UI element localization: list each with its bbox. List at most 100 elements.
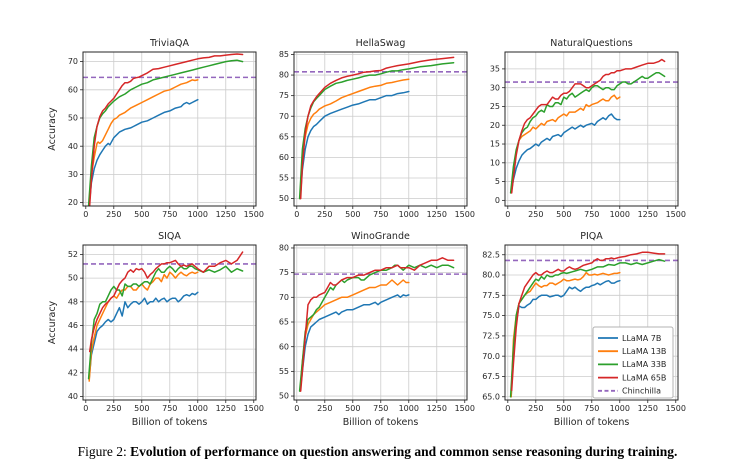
subplot-title: WinoGrande <box>351 231 410 242</box>
xtick-label: 1500 <box>455 210 475 219</box>
xtick-label: 1000 <box>610 210 630 219</box>
xtick-label: 500 <box>556 210 571 219</box>
series-line-llama-65b <box>510 251 666 392</box>
subplot-siqa: 0 250 500 750 1000 1250 1500 40 42 44 46 48 50 52 SIQA… <box>47 231 264 428</box>
ytick-label: 80.0 <box>482 271 500 280</box>
ytick-label: 50 <box>68 114 78 123</box>
ytick-label: 80 <box>279 244 289 253</box>
ytick-label: 44 <box>68 345 78 354</box>
subplot-title: TriviaQA <box>149 38 190 49</box>
subplot-title: SIQA <box>158 231 181 242</box>
series-line-llama-7b <box>88 291 199 380</box>
series-line-llama-7b <box>299 90 410 200</box>
ytick-label: 15 <box>490 140 500 149</box>
x-axis-label: Billion of tokens <box>554 417 630 428</box>
subplot-title: PIQA <box>580 231 603 242</box>
ytick-label: 20 <box>490 121 500 130</box>
xtick-label: 250 <box>528 404 543 413</box>
xtick-label: 1000 <box>188 404 208 413</box>
plot-frame <box>82 244 257 401</box>
xtick-label: 500 <box>345 210 360 219</box>
plot-frame <box>293 244 468 401</box>
ytick-label: 30 <box>68 170 78 179</box>
y-axis-label: Accuracy <box>47 300 58 344</box>
ytick-label: 65 <box>279 318 289 327</box>
subplot-hellaswag: 0 250 500 750 1000 1250 1500 50 55 60 65 70 75 80 85 He… <box>279 38 475 219</box>
ytick-label: 75 <box>279 268 289 277</box>
series-line-llama-13b <box>88 79 199 206</box>
caption-prefix: Figure 2: <box>77 444 131 459</box>
subplot-title: NaturalQuestions <box>550 38 633 49</box>
x-axis-label: Billion of tokens <box>343 417 419 428</box>
series-line-llama-7b <box>510 113 621 194</box>
xtick-label: 0 <box>294 404 299 413</box>
xtick-label: 1000 <box>399 210 419 219</box>
series-line-llama-13b <box>299 78 410 200</box>
series-line-llama-7b <box>299 294 410 392</box>
ytick-label: 65 <box>279 132 289 141</box>
ytick-label: 50 <box>279 392 289 401</box>
ytick-label: 42 <box>68 368 78 377</box>
series-line-llama-13b <box>510 94 621 194</box>
legend-label: LLaMA 33B <box>622 360 666 369</box>
ytick-label: 40 <box>68 392 78 401</box>
xtick-label: 750 <box>162 404 177 413</box>
ytick-label: 5 <box>495 177 500 186</box>
ytick-label: 85 <box>279 50 289 59</box>
ytick-label: 70 <box>68 57 78 66</box>
xtick-label: 1500 <box>666 210 686 219</box>
y-axis-label: Accuracy <box>47 107 58 151</box>
subplot-piqa: 0 250 500 750 1000 1250 1500 65.0 67.5 70.0 72.5 75… <box>482 231 686 428</box>
xtick-label: 1000 <box>399 404 419 413</box>
ytick-label: 48 <box>68 297 78 306</box>
ytick-label: 70 <box>279 112 289 121</box>
x-axis-label: Billion of tokens <box>132 417 208 428</box>
plot-frame <box>504 51 679 207</box>
series-line-llama-65b <box>88 251 244 353</box>
ytick-label: 0 <box>495 196 500 205</box>
series-line-llama-33b <box>87 265 244 380</box>
ytick-label: 35 <box>490 65 500 74</box>
series-line-llama-33b <box>298 264 455 392</box>
subplot-triviaqa: 0 250 500 750 1000 1250 1500 20 30 40 50 60 70 Trivia… <box>47 38 264 219</box>
ytick-label: 72.5 <box>482 331 500 340</box>
ytick-label: 70 <box>279 293 289 302</box>
ytick-label: 55 <box>279 367 289 376</box>
xtick-label: 0 <box>83 404 88 413</box>
ytick-label: 20 <box>68 198 78 207</box>
series-line-llama-65b <box>510 58 666 194</box>
series-line-llama-65b <box>88 53 244 206</box>
legend-label: LLaMA 13B <box>622 347 666 356</box>
ytick-label: 65.0 <box>482 392 500 401</box>
xtick-label: 500 <box>345 404 360 413</box>
ytick-label: 70.0 <box>482 352 500 361</box>
xtick-label: 250 <box>317 210 332 219</box>
ytick-label: 75.0 <box>482 311 500 320</box>
series-line-llama-33b <box>509 258 666 398</box>
plot-frame <box>82 51 257 207</box>
series-line-llama-65b <box>299 257 455 392</box>
subplot-naturalquestions: 0 250 500 750 1000 1250 1500 0 5 10 15 20 25 30 35 Natu… <box>490 38 686 219</box>
xtick-label: 500 <box>134 404 149 413</box>
xtick-label: 0 <box>294 210 299 219</box>
legend-box <box>592 326 674 399</box>
ytick-label: 60 <box>279 153 289 162</box>
series-line-llama-13b <box>510 271 621 398</box>
figure-caption: Figure 2: Evolution of performance on qu… <box>0 444 755 460</box>
xtick-label: 1500 <box>455 404 475 413</box>
xtick-label: 1250 <box>216 404 236 413</box>
xtick-label: 1500 <box>244 210 264 219</box>
ytick-label: 67.5 <box>482 372 500 381</box>
xtick-label: 0 <box>505 210 510 219</box>
xtick-label: 1250 <box>216 210 236 219</box>
ytick-label: 77.5 <box>482 291 500 300</box>
xtick-label: 750 <box>373 404 388 413</box>
xtick-label: 500 <box>556 404 571 413</box>
ytick-label: 75 <box>279 91 289 100</box>
xtick-label: 1500 <box>666 404 686 413</box>
ytick-label: 46 <box>68 321 78 330</box>
xtick-label: 750 <box>162 210 177 219</box>
series-line-llama-65b <box>299 56 455 200</box>
